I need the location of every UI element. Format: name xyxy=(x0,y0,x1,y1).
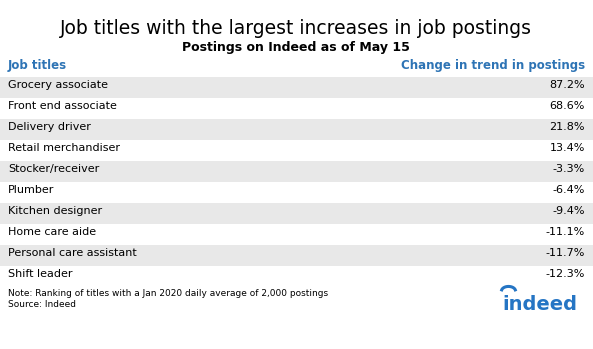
Text: -6.4%: -6.4% xyxy=(553,185,585,194)
Text: -9.4%: -9.4% xyxy=(553,206,585,216)
Text: Job titles: Job titles xyxy=(8,59,67,72)
Bar xyxy=(0,224,593,245)
Text: Front end associate: Front end associate xyxy=(8,101,117,111)
Text: 68.6%: 68.6% xyxy=(550,101,585,111)
Text: 21.8%: 21.8% xyxy=(550,121,585,132)
Bar xyxy=(0,245,593,266)
Bar xyxy=(0,266,593,287)
Text: -3.3%: -3.3% xyxy=(553,164,585,173)
Text: Postings on Indeed as of May 15: Postings on Indeed as of May 15 xyxy=(182,41,410,54)
Text: indeed: indeed xyxy=(502,295,577,314)
Text: Shift leader: Shift leader xyxy=(8,268,72,279)
Text: -11.7%: -11.7% xyxy=(546,247,585,258)
Text: 87.2%: 87.2% xyxy=(549,80,585,90)
Text: Source: Indeed: Source: Indeed xyxy=(8,300,76,309)
Bar xyxy=(0,161,593,182)
Bar xyxy=(0,98,593,119)
Text: Plumber: Plumber xyxy=(8,185,55,194)
Text: Stocker/receiver: Stocker/receiver xyxy=(8,164,99,173)
Bar xyxy=(0,140,593,161)
Text: 13.4%: 13.4% xyxy=(550,142,585,153)
Text: Job titles with the largest increases in job postings: Job titles with the largest increases in… xyxy=(60,19,532,38)
Text: Delivery driver: Delivery driver xyxy=(8,121,91,132)
Text: Change in trend in postings: Change in trend in postings xyxy=(401,59,585,72)
Text: -12.3%: -12.3% xyxy=(546,268,585,279)
Bar xyxy=(0,77,593,98)
Text: Home care aide: Home care aide xyxy=(8,227,96,237)
Text: Note: Ranking of titles with a Jan 2020 daily average of 2,000 postings: Note: Ranking of titles with a Jan 2020 … xyxy=(8,289,328,298)
Text: -11.1%: -11.1% xyxy=(546,227,585,237)
Text: Kitchen designer: Kitchen designer xyxy=(8,206,102,216)
Text: Retail merchandiser: Retail merchandiser xyxy=(8,142,120,153)
Bar xyxy=(0,182,593,203)
Text: Personal care assistant: Personal care assistant xyxy=(8,247,137,258)
Text: Grocery associate: Grocery associate xyxy=(8,80,108,90)
Bar xyxy=(0,119,593,140)
Bar xyxy=(0,203,593,224)
